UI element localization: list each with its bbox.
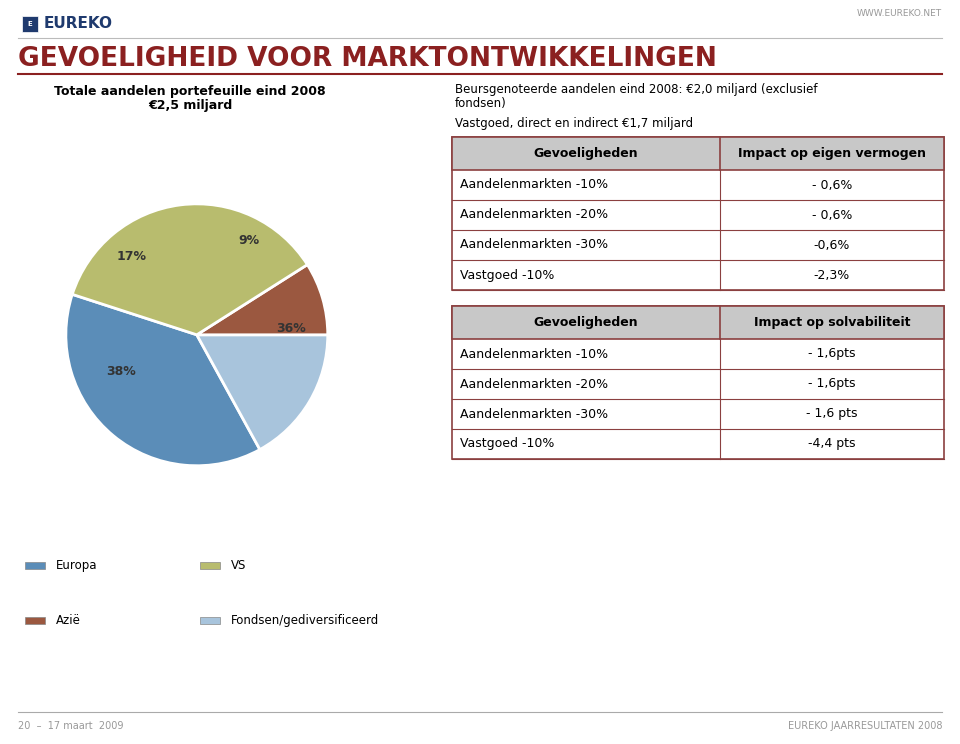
Text: -0,6%: -0,6% (814, 239, 851, 251)
Bar (22, 16, 38, 32)
Text: Gevoeligheden: Gevoeligheden (534, 147, 638, 160)
Wedge shape (197, 335, 327, 449)
Text: Aandelenmarkten -10%: Aandelenmarkten -10% (460, 179, 608, 191)
Text: -4,4 pts: -4,4 pts (808, 437, 855, 451)
Bar (25, 617, 44, 623)
Text: WWW.EUREKO.NET: WWW.EUREKO.NET (857, 10, 942, 19)
Wedge shape (197, 265, 327, 335)
Text: €2,5 miljard: €2,5 miljard (148, 100, 232, 112)
Text: EUREKO: EUREKO (44, 16, 113, 31)
Text: VS: VS (230, 559, 246, 572)
Text: fondsen): fondsen) (455, 97, 507, 111)
Bar (200, 617, 220, 623)
Text: Vastgoed -10%: Vastgoed -10% (460, 269, 554, 281)
Text: 17%: 17% (116, 250, 146, 263)
Text: Impact op eigen vermogen: Impact op eigen vermogen (738, 147, 926, 160)
Text: E: E (28, 21, 33, 27)
Text: Beursgenoteerde aandelen eind 2008: €2,0 miljard (exclusief: Beursgenoteerde aandelen eind 2008: €2,0… (455, 83, 818, 97)
Wedge shape (72, 204, 307, 335)
Text: - 0,6%: - 0,6% (812, 179, 852, 191)
Text: GEVOELIGHEID VOOR MARKTONTWIKKELINGEN: GEVOELIGHEID VOOR MARKTONTWIKKELINGEN (18, 46, 717, 72)
Text: - 1,6 pts: - 1,6 pts (806, 408, 857, 420)
Text: Europa: Europa (56, 559, 97, 572)
Text: Aandelenmarkten -10%: Aandelenmarkten -10% (460, 347, 608, 361)
Text: Vastgoed -10%: Vastgoed -10% (460, 437, 554, 451)
Text: EUREKO JAARRESULTATEN 2008: EUREKO JAARRESULTATEN 2008 (787, 721, 942, 731)
Bar (452, 137, 944, 170)
Text: 36%: 36% (276, 321, 306, 335)
Bar (452, 306, 944, 459)
Text: 20  –  17 maart  2009: 20 – 17 maart 2009 (18, 721, 124, 731)
Text: - 1,6pts: - 1,6pts (808, 377, 855, 391)
Text: Aandelenmarkten -20%: Aandelenmarkten -20% (460, 208, 608, 222)
Text: - 0,6%: - 0,6% (812, 208, 852, 222)
Text: Aandelenmarkten -30%: Aandelenmarkten -30% (460, 239, 608, 251)
Text: Totale aandelen portefeuille eind 2008: Totale aandelen portefeuille eind 2008 (54, 86, 325, 98)
Text: 9%: 9% (239, 234, 260, 247)
Text: - 1,6pts: - 1,6pts (808, 347, 855, 361)
Bar (25, 562, 44, 569)
Text: Aandelenmarkten -30%: Aandelenmarkten -30% (460, 408, 608, 420)
Bar (452, 137, 944, 290)
Text: Aandelenmarkten -20%: Aandelenmarkten -20% (460, 377, 608, 391)
Text: 38%: 38% (106, 365, 135, 378)
Bar (452, 306, 944, 339)
Wedge shape (66, 295, 260, 466)
Text: Impact op solvabiliteit: Impact op solvabiliteit (754, 316, 910, 329)
Text: Gevoeligheden: Gevoeligheden (534, 316, 638, 329)
Text: Fondsen/gediversificeerd: Fondsen/gediversificeerd (230, 614, 379, 626)
Bar (200, 562, 220, 569)
Text: -2,3%: -2,3% (814, 269, 851, 281)
Text: Vastgoed, direct en indirect €1,7 miljard: Vastgoed, direct en indirect €1,7 miljar… (455, 117, 693, 129)
Text: Azië: Azië (56, 614, 81, 626)
